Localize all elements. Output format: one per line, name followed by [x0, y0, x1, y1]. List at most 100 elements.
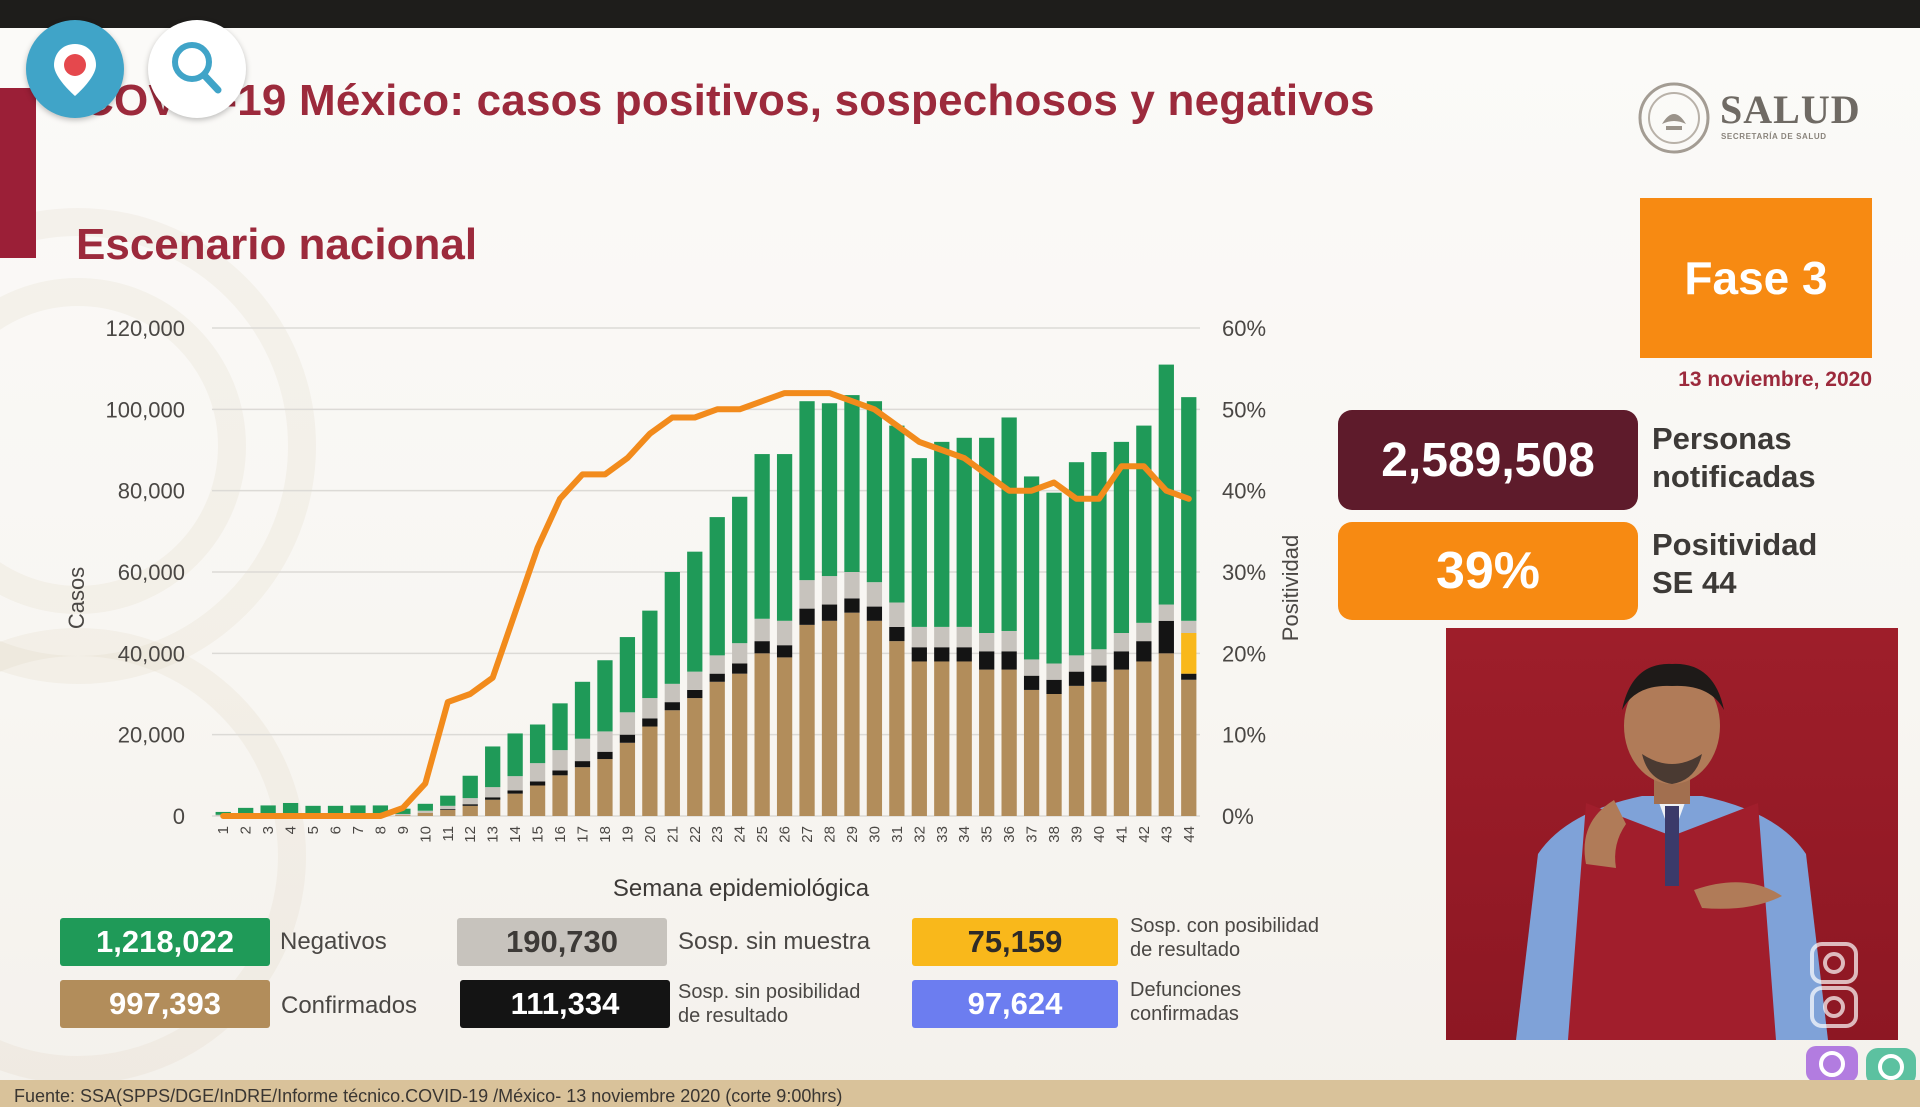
bar-no-result	[911, 647, 927, 662]
bar-negatives	[238, 807, 254, 814]
bar-confirmed	[619, 742, 636, 816]
y-axis-label: Casos	[64, 567, 89, 629]
bar-no-sample	[709, 655, 725, 674]
legend-no-sample-value: 190,730	[457, 918, 667, 966]
legend-no-result-label-line2: de resultado	[678, 1005, 789, 1027]
bar-confirmed	[687, 698, 703, 816]
bar-no-sample	[934, 626, 950, 648]
bar-no-result	[687, 689, 703, 699]
notified-label: Personas notificadas	[1652, 421, 1816, 494]
legend-no-sample-label: Sosp. sin muestra	[678, 928, 871, 955]
legend-possible-label-line1: Sosp. con posibilidad	[1130, 915, 1320, 937]
bar-negatives	[485, 746, 501, 788]
legend-confirmed-value: 997,393	[60, 980, 270, 1028]
bar-no-sample	[889, 602, 905, 627]
heart-reaction-icon	[1866, 1048, 1916, 1086]
bar-no-result	[1181, 673, 1197, 680]
logo-subtext: SECRETARÍA DE SALUD	[1721, 132, 1827, 141]
bar-no-result	[574, 761, 591, 768]
bar-confirmed	[440, 809, 456, 816]
bar-no-result	[440, 809, 456, 810]
bar-confirmed	[979, 669, 995, 816]
bar-negatives	[754, 454, 770, 619]
x-tick-label: 29	[844, 826, 861, 843]
bar-negatives	[776, 454, 793, 621]
bar-negatives	[462, 775, 478, 799]
x-tick-label: 9	[395, 826, 412, 834]
positivity-value: 39%	[1338, 522, 1638, 620]
x-tick-label: 2	[238, 826, 255, 834]
stacked-bar-chart: 020,00040,00060,00080,000100,000120,000 …	[64, 316, 1303, 902]
x-tick-label: 18	[597, 826, 614, 843]
bar-negatives	[1158, 364, 1174, 605]
bar-no-sample	[732, 643, 748, 664]
legend-negatives-label: Negativos	[280, 928, 387, 955]
bar-no-sample	[821, 576, 838, 605]
bar-negatives	[507, 733, 523, 777]
bar-no-sample	[979, 633, 995, 652]
bar-negatives	[732, 496, 748, 644]
bar-confirmed	[1091, 681, 1107, 816]
bar-negatives	[1181, 397, 1197, 621]
x-tick-label: 24	[732, 826, 749, 843]
bar-negatives	[934, 441, 950, 627]
bar-no-sample	[776, 620, 793, 646]
bar-confirmed	[462, 805, 478, 816]
bar-negatives	[417, 803, 433, 811]
x-tick-label: 32	[911, 826, 928, 843]
bar-no-result	[619, 734, 636, 743]
bar-confirmed	[574, 767, 591, 816]
camera-reaction-icon	[1810, 942, 1858, 1028]
bar-no-result	[1113, 651, 1130, 670]
bar-confirmed	[911, 661, 927, 816]
y2-tick-label: 40%	[1222, 479, 1266, 504]
y-tick-label: 0	[173, 804, 185, 829]
bar-negatives	[1068, 462, 1085, 656]
x-tick-label: 33	[934, 826, 951, 843]
bar-no-sample	[574, 738, 591, 762]
x-tick-label: 7	[350, 826, 367, 834]
bar-negatives	[1001, 417, 1017, 631]
x-tick-label: 21	[664, 826, 681, 843]
periscope-location-button[interactable]	[26, 20, 124, 118]
y-tick-label: 60,000	[118, 560, 185, 585]
bar-confirmed	[1158, 653, 1174, 816]
x-tick-label: 22	[687, 826, 704, 843]
bar-no-result	[979, 651, 995, 670]
y-axis-ticks: 0 20,000 40,000 60,000 80,000 100,000 120,000	[105, 316, 185, 829]
bar-no-sample	[1136, 622, 1152, 642]
bar-no-result	[597, 751, 613, 760]
sign-language-interpreter-video	[1446, 628, 1898, 1040]
bar-negatives	[529, 724, 546, 764]
bar-no-sample	[866, 582, 883, 607]
bar-confirmed	[552, 775, 568, 816]
y2-tick-label: 50%	[1222, 397, 1266, 422]
bar-no-result	[1136, 641, 1152, 662]
bar-confirmed	[889, 641, 905, 816]
x-tick-label: 20	[642, 826, 659, 843]
source-note: Fuente: SSA(SPPS/DGE/InDRE/Informe técni…	[14, 1086, 843, 1106]
y-tick-label: 120,000	[105, 316, 185, 341]
bar-confirmed	[597, 759, 613, 816]
bar-confirmed	[1136, 661, 1152, 816]
x-tick-label: 34	[956, 826, 973, 843]
bar-series	[215, 364, 1197, 816]
bar-negatives	[709, 517, 725, 656]
x-tick-label: 15	[530, 826, 547, 843]
bar-confirmed	[844, 612, 860, 816]
legend-deaths-value: 97,624	[912, 980, 1118, 1028]
x-tick-label: 6	[328, 826, 345, 834]
x-tick-label: 43	[1158, 826, 1175, 843]
slide: COVID-19 México: casos positivos, sospec…	[0, 28, 1920, 1107]
bar-confirmed	[934, 661, 950, 816]
x-tick-label: 36	[1001, 826, 1018, 843]
bar-negatives	[574, 681, 591, 739]
search-button[interactable]	[148, 20, 246, 118]
notified-count: 2,589,508	[1338, 410, 1638, 510]
bar-confirmed	[507, 793, 523, 816]
bar-no-result	[1091, 665, 1107, 682]
bar-no-result	[507, 790, 523, 794]
bar-no-sample	[799, 580, 815, 609]
bar-negatives	[1113, 441, 1130, 633]
bar-confirmed	[709, 681, 725, 816]
